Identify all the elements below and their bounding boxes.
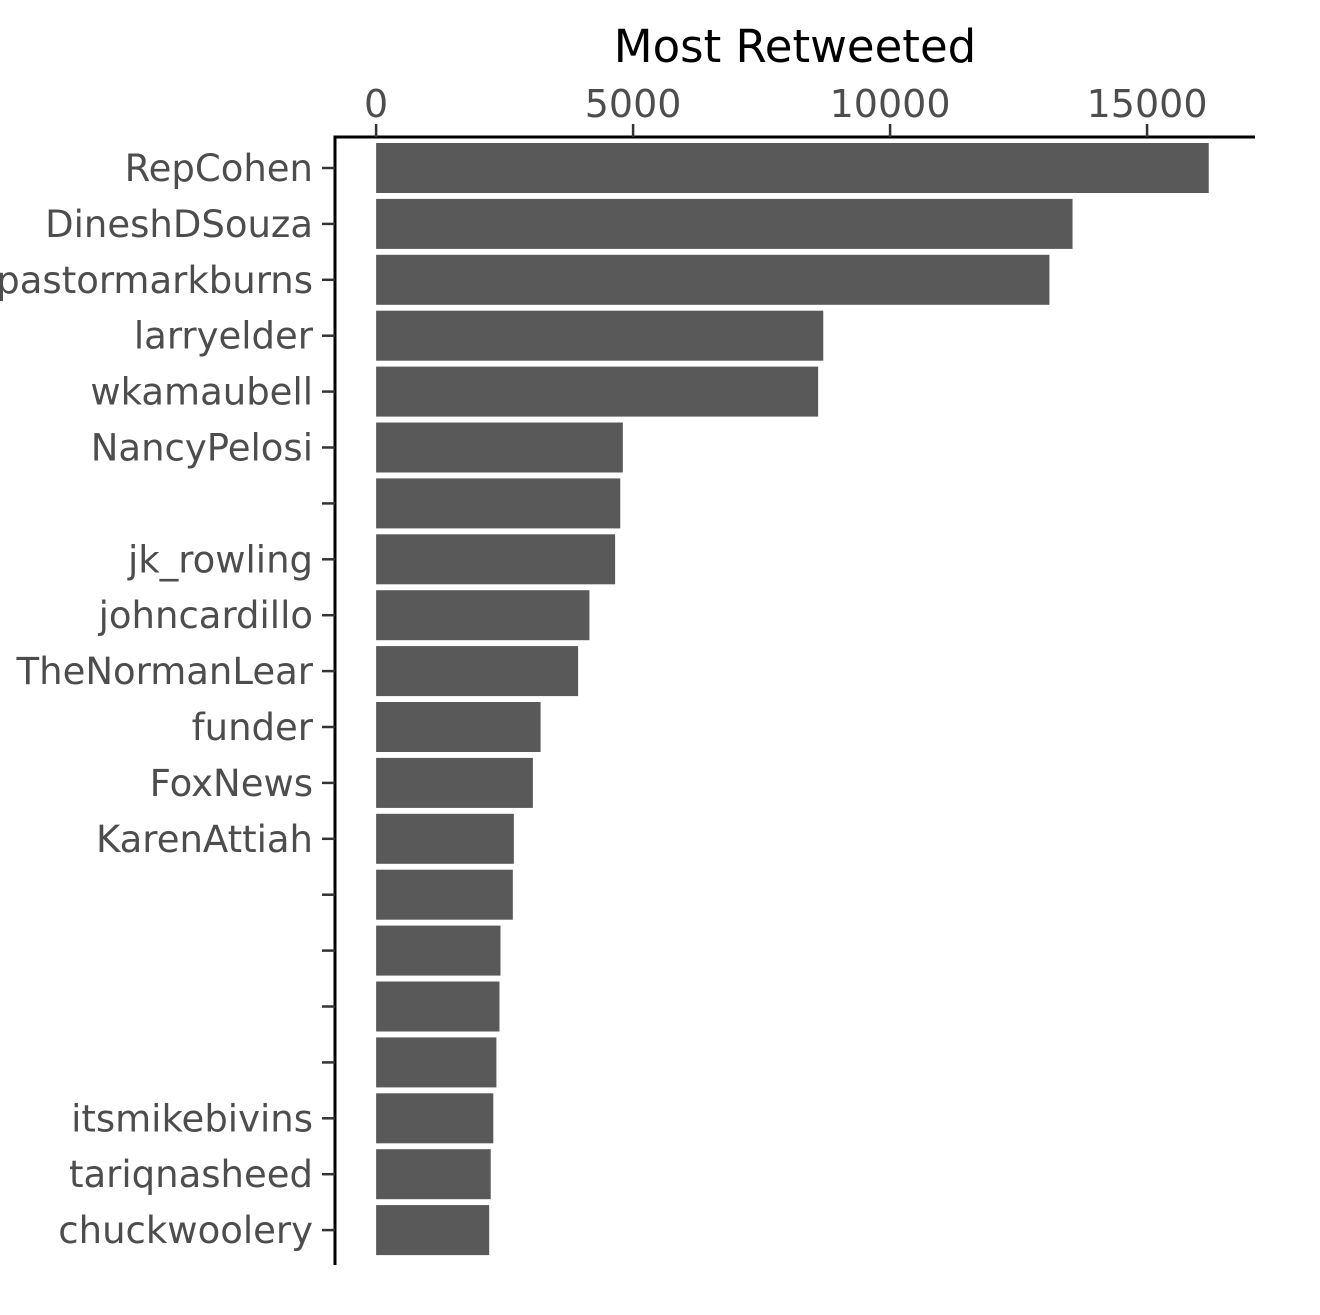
y-axis: RepCohen DineshDSouza pastormarkburns larry… bbox=[0, 135, 337, 1265]
bar bbox=[376, 310, 824, 361]
bar bbox=[376, 981, 500, 1032]
y-tick-label: johncardillo bbox=[98, 594, 313, 637]
y-tick-label: tariqnasheed bbox=[69, 1153, 313, 1196]
bar bbox=[376, 422, 623, 473]
bar bbox=[376, 702, 541, 752]
bar bbox=[376, 254, 1050, 305]
x-tick-label: 10000 bbox=[830, 82, 951, 126]
bar bbox=[376, 143, 1209, 193]
y-tick-label: KarenAttiah bbox=[96, 818, 313, 861]
bar bbox=[376, 590, 590, 641]
x-axis: 0 5000 10000 15000 bbox=[335, 82, 1255, 139]
bars bbox=[376, 143, 1209, 1256]
bar bbox=[376, 925, 501, 976]
bar bbox=[376, 646, 579, 697]
y-tick-label: DineshDSouza bbox=[45, 203, 313, 246]
y-tick-label: TheNormanLear bbox=[16, 650, 314, 693]
bar bbox=[376, 1149, 491, 1200]
bar bbox=[376, 757, 533, 808]
y-tick-label: RepCohen bbox=[125, 147, 313, 190]
x-tick-label: 15000 bbox=[1087, 82, 1208, 126]
bar bbox=[376, 813, 514, 864]
y-tick-label: funder bbox=[192, 706, 314, 749]
y-tick-label: jk_rowling bbox=[127, 538, 313, 581]
y-tick-label: itsmikebivins bbox=[71, 1097, 313, 1140]
bar bbox=[376, 198, 1073, 249]
x-tick-label: 0 bbox=[364, 82, 388, 126]
y-tick-label: pastormarkburns bbox=[0, 259, 313, 302]
bar bbox=[376, 534, 616, 585]
bar bbox=[376, 1093, 494, 1144]
bar bbox=[376, 366, 819, 417]
y-tick-label: chuckwoolery bbox=[58, 1209, 313, 1252]
chart-title: Most Retweeted bbox=[614, 20, 976, 73]
y-tick-label: FoxNews bbox=[150, 762, 313, 805]
bar bbox=[376, 1205, 490, 1256]
x-tick-label: 5000 bbox=[585, 82, 682, 126]
y-tick-label: larryelder bbox=[134, 315, 314, 358]
bar bbox=[376, 478, 621, 529]
y-tick-label: NancyPelosi bbox=[91, 427, 313, 470]
bar bbox=[376, 1037, 497, 1088]
bar bbox=[376, 869, 513, 920]
y-tick-label: wkamaubell bbox=[90, 371, 313, 414]
